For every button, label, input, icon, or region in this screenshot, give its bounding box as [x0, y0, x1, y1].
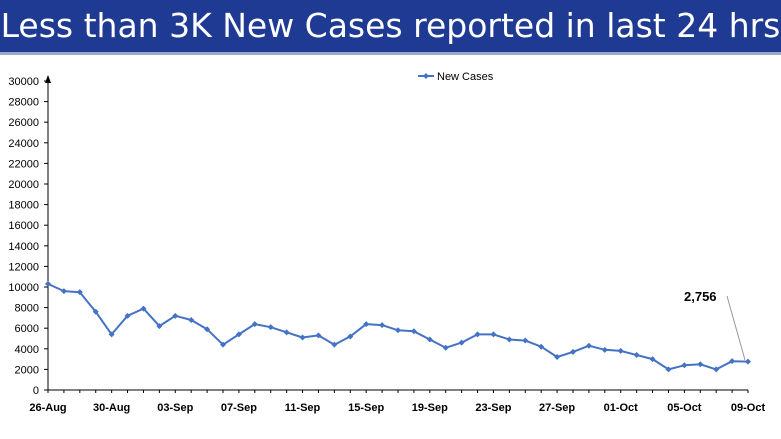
annotation-leader: [726, 295, 746, 361]
y-tick-label: 20000: [8, 179, 39, 191]
banner-underline: [0, 52, 781, 55]
data-point: [45, 280, 51, 287]
x-tick-label: 07-Sep: [221, 402, 257, 414]
data-point: [458, 339, 465, 346]
data-point: [745, 358, 751, 365]
data-point: [124, 312, 131, 319]
data-point: [729, 358, 736, 365]
y-tick-label: 0: [33, 385, 39, 397]
data-point: [442, 344, 449, 351]
x-tick-label: 30-Aug: [93, 402, 130, 414]
x-tick-label: 27-Sep: [539, 402, 575, 414]
series-new-cases: [45, 280, 751, 373]
data-point: [172, 312, 179, 319]
data-point: [267, 324, 274, 331]
series-line: [47, 282, 749, 371]
y-axis: 0 2000 4000 6000 8000 10000 12000 14000 16000 180…: [8, 75, 51, 397]
data-point: [538, 343, 545, 350]
data-point: [140, 305, 147, 312]
x-tick-label: 19-Sep: [412, 402, 448, 414]
y-axis-arrow-icon: [45, 75, 51, 83]
y-tick-label: 26000: [8, 117, 39, 129]
data-point: [76, 289, 83, 296]
x-tick-label: 15-Sep: [348, 402, 384, 414]
x-axis: 26-Aug 30-Aug 03-Sep 07-Sep 11-Sep 15-Sep 19-S…: [29, 389, 766, 414]
data-point: [474, 331, 481, 338]
data-point: [235, 331, 242, 338]
x-tick-label: 26-Aug: [29, 402, 66, 414]
data-point: [601, 346, 608, 353]
y-tick-label: 24000: [8, 138, 39, 150]
data-point: [585, 342, 592, 349]
y-tick-label: 6000: [15, 323, 39, 335]
x-tick-label: 23-Sep: [475, 402, 511, 414]
data-point: [554, 354, 561, 361]
annotation: 2,756: [684, 289, 746, 361]
y-tick-label: 30000: [8, 76, 39, 88]
y-tick-label: 12000: [8, 261, 39, 273]
y-tick-label: 28000: [8, 97, 39, 109]
y-tick-label: 10000: [8, 282, 39, 294]
x-tick-label: 05-Oct: [667, 402, 702, 414]
data-point: [506, 336, 513, 343]
data-point: [156, 323, 163, 330]
data-point: [188, 316, 195, 323]
y-tick-label: 18000: [8, 200, 39, 212]
page-title: Less than 3K New Cases reported in last …: [0, 6, 781, 45]
data-point: [379, 322, 386, 329]
y-tick-label: 22000: [8, 158, 39, 170]
data-point: [681, 362, 688, 369]
title-banner: [0, 0, 781, 52]
data-point: [204, 326, 211, 333]
data-point: [713, 366, 720, 373]
legend-marker: [423, 73, 429, 79]
data-point: [92, 308, 99, 315]
data-point: [347, 333, 354, 340]
data-point: [633, 351, 640, 358]
data-point: [570, 348, 576, 355]
data-point: [251, 321, 258, 328]
data-point: [363, 321, 370, 328]
data-point: [299, 334, 306, 341]
data-point: [395, 327, 401, 334]
data-point: [617, 347, 624, 354]
x-tick-label: 11-Sep: [285, 402, 321, 414]
data-point: [410, 328, 417, 335]
data-point: [331, 341, 338, 348]
data-point: [665, 366, 672, 373]
data-point: [697, 361, 704, 368]
data-point: [490, 331, 497, 338]
data-point: [220, 341, 226, 348]
annotation-label: 2,756: [684, 289, 717, 304]
line-chart: 0 2000 4000 6000 8000 10000 12000 14000 16000 180…: [8, 71, 766, 414]
data-point: [108, 331, 115, 338]
x-tick-label: 03-Sep: [157, 402, 193, 414]
data-point: [522, 337, 529, 344]
y-tick-label: 2000: [15, 364, 39, 376]
y-tick-label: 4000: [15, 344, 39, 356]
y-tick-label: 8000: [15, 303, 39, 315]
data-point: [283, 329, 290, 336]
data-point: [649, 356, 656, 363]
x-tick-label: 09-Oct: [731, 402, 766, 414]
y-tick-label: 16000: [8, 220, 39, 232]
data-point: [60, 288, 67, 295]
x-tick-label: 01-Oct: [604, 402, 639, 414]
data-point: [426, 336, 433, 343]
data-point: [315, 332, 322, 339]
legend-label-new-cases: New Cases: [437, 71, 494, 83]
legend: New Cases: [418, 71, 494, 83]
y-tick-label: 14000: [8, 241, 39, 253]
